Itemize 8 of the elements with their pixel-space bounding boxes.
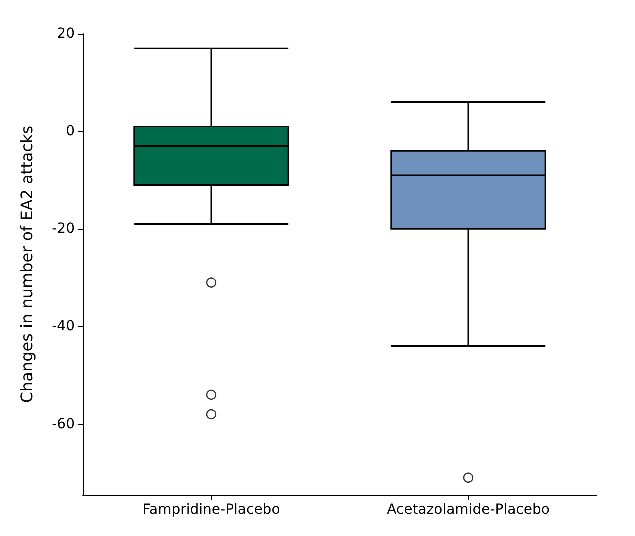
x-tick-label: Acetazolamide-Placebo [387,502,550,518]
x-tick-label: Fampridine-Placebo [142,502,280,518]
y-axis-title: Changes in number of EA2 attacks [18,126,36,404]
y-tick-label: -40 [52,318,75,335]
y-tick-label: -20 [52,221,75,238]
y-tick-label: 20 [57,26,75,42]
y-tick-label: -60 [52,416,75,432]
y-tick-label: 0 [66,124,75,140]
